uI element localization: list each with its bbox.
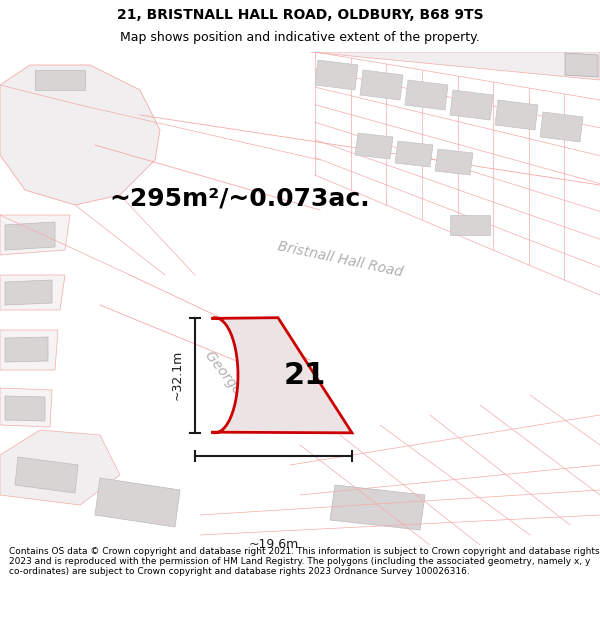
Polygon shape — [5, 222, 55, 250]
Text: ~32.1m: ~32.1m — [170, 350, 184, 401]
Polygon shape — [0, 388, 52, 427]
Polygon shape — [330, 485, 425, 530]
Polygon shape — [355, 133, 393, 159]
Polygon shape — [360, 70, 403, 100]
Polygon shape — [211, 318, 352, 433]
Text: ~19.6m: ~19.6m — [248, 539, 299, 551]
Text: 21: 21 — [284, 361, 326, 390]
Polygon shape — [5, 280, 52, 305]
Polygon shape — [435, 149, 473, 175]
Text: ~295m²/~0.073ac.: ~295m²/~0.073ac. — [110, 187, 370, 211]
Polygon shape — [0, 430, 120, 505]
Polygon shape — [405, 80, 448, 110]
Polygon shape — [395, 141, 433, 167]
Polygon shape — [35, 70, 85, 90]
Polygon shape — [315, 60, 358, 90]
Text: 21, BRISTNALL HALL ROAD, OLDBURY, B68 9TS: 21, BRISTNALL HALL ROAD, OLDBURY, B68 9T… — [116, 8, 484, 21]
Text: Contains OS data © Crown copyright and database right 2021. This information is : Contains OS data © Crown copyright and d… — [9, 547, 599, 576]
Polygon shape — [0, 65, 160, 205]
Text: George Road: George Road — [202, 349, 268, 428]
Text: Map shows position and indicative extent of the property.: Map shows position and indicative extent… — [120, 31, 480, 44]
Polygon shape — [310, 52, 600, 80]
Polygon shape — [450, 215, 490, 235]
Polygon shape — [495, 100, 538, 130]
Polygon shape — [15, 457, 78, 493]
Text: Bristnall Hall Road: Bristnall Hall Road — [276, 239, 404, 279]
Polygon shape — [565, 53, 598, 77]
Polygon shape — [0, 275, 65, 310]
Polygon shape — [0, 330, 58, 370]
Polygon shape — [95, 478, 180, 527]
Polygon shape — [450, 90, 493, 120]
Polygon shape — [5, 396, 45, 421]
Polygon shape — [0, 215, 70, 255]
Polygon shape — [540, 112, 583, 142]
Polygon shape — [5, 337, 48, 362]
